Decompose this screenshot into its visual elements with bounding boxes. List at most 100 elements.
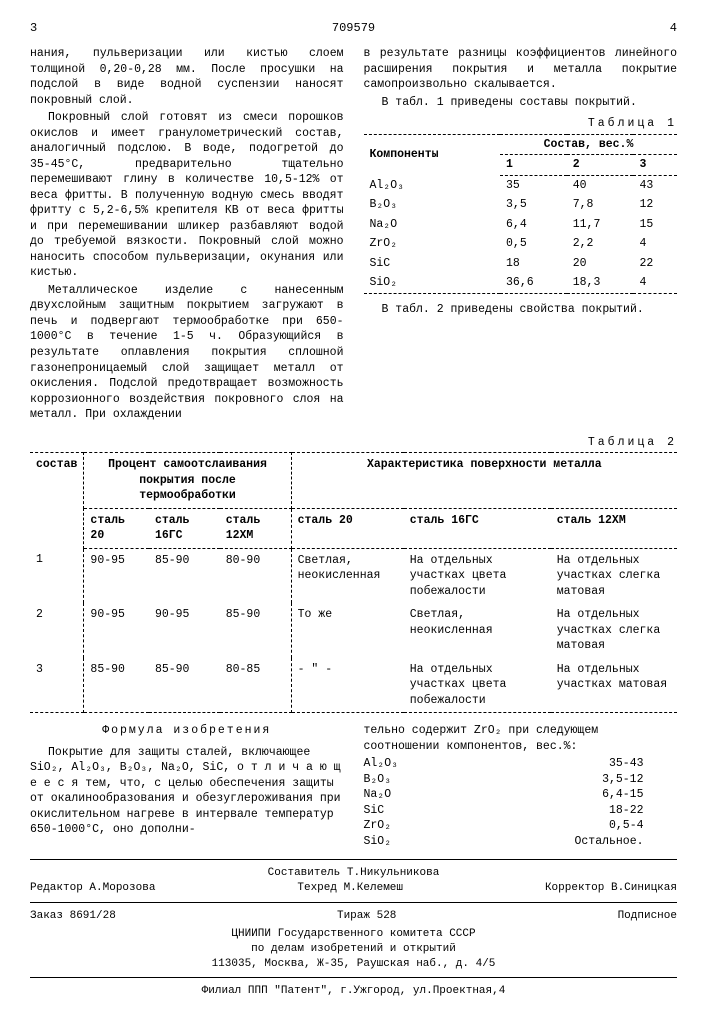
- comp-cell: SiO₂: [364, 273, 501, 293]
- val-cell: 90-95: [84, 603, 149, 658]
- val-cell: 2,2: [567, 234, 634, 254]
- formula-title: Формула изобретения: [30, 723, 344, 739]
- para-r1: в результате разницы коэффициентов линей…: [364, 46, 678, 93]
- val-cell: 85-90: [149, 658, 220, 713]
- formula-section: Формула изобретения Покрытие для защиты …: [30, 723, 677, 849]
- t1-subheader: Состав, вес.%: [500, 134, 677, 155]
- formula-text-left: Покрытие для защиты сталей, включающее S…: [30, 745, 344, 838]
- val-cell: 11,7: [567, 215, 634, 235]
- order: Заказ 8691/28: [30, 909, 116, 924]
- val-cell: 3,5: [500, 195, 567, 215]
- addr1: 113035, Москва, Ж-35, Раушская наб., д. …: [30, 957, 677, 972]
- val-cell: 90-95: [149, 603, 220, 658]
- tech: Техред М.Келемеш: [297, 881, 403, 896]
- comp-name: SiO₂: [364, 834, 392, 850]
- t1-col-2: 2: [567, 155, 634, 176]
- comp-cell: B₂O₃: [364, 195, 501, 215]
- tirazh: Тираж 528: [337, 909, 396, 924]
- val-cell: 90-95: [84, 548, 149, 603]
- table-row: SiC 18 20 22: [364, 254, 678, 274]
- component-row: SiC 18-22: [364, 803, 644, 819]
- component-list: Al₂O₃35-43B₂O₃3,5-12Na₂O6,4-15SiC18-22Zr…: [364, 756, 678, 849]
- val-cell: 7,8: [567, 195, 634, 215]
- val-cell: Светлая, неокисленная: [404, 603, 551, 658]
- val-cell: На отдельных участках цвета побежалости: [404, 658, 551, 713]
- val-cell: 36,6: [500, 273, 567, 293]
- val-cell: 6,4: [500, 215, 567, 235]
- row-num: 3: [30, 658, 84, 713]
- table-row: Al₂O₃ 35 40 43: [364, 175, 678, 195]
- val-cell: 80-90: [220, 548, 291, 603]
- t2-h3: Характеристика поверхности металла: [291, 453, 677, 509]
- comp-range: 18-22: [609, 803, 644, 819]
- editor: Редактор А.Морозова: [30, 881, 155, 896]
- comp-name: ZrO₂: [364, 818, 392, 834]
- comp-name: SiC: [364, 803, 385, 819]
- component-row: SiO₂ Остальное.: [364, 834, 644, 850]
- row-num: 1: [30, 548, 84, 603]
- comp-range: 35-43: [609, 756, 644, 772]
- comp-range: 3,5-12: [602, 772, 643, 788]
- table-row: 2 90-95 90-95 85-90 То же Светлая, неоки…: [30, 603, 677, 658]
- table-row: Na₂O 6,4 11,7 15: [364, 215, 678, 235]
- t2-sc3: сталь 20: [291, 508, 404, 548]
- val-cell: 4: [633, 234, 677, 254]
- comp-name: B₂O₃: [364, 772, 392, 788]
- val-cell: 15: [633, 215, 677, 235]
- doc-number: 709579: [332, 20, 375, 36]
- table-row: SiO₂ 36,6 18,3 4: [364, 273, 678, 293]
- comp-cell: SiC: [364, 254, 501, 274]
- t2-sc5: сталь 12ХМ: [551, 508, 677, 548]
- comp-name: Al₂O₃: [364, 756, 399, 772]
- component-row: ZrO₂ 0,5-4: [364, 818, 644, 834]
- body-columns: нания, пульверизации или кистью слоем то…: [30, 46, 677, 424]
- val-cell: 40: [567, 175, 634, 195]
- para-r2: В табл. 1 приведены составы покрытий.: [364, 95, 678, 111]
- t2-sc0: сталь 20: [84, 508, 149, 548]
- t1-col-3: 3: [633, 155, 677, 176]
- t2-sc4: сталь 16ГС: [404, 508, 551, 548]
- corrector: Корректор В.Синицкая: [545, 881, 677, 896]
- val-cell: 20: [567, 254, 634, 274]
- right-column: в результате разницы коэффициентов линей…: [364, 46, 678, 424]
- val-cell: 80-85: [220, 658, 291, 713]
- val-cell: На отдельных участках цвета побежалости: [404, 548, 551, 603]
- comp-name: Na₂O: [364, 787, 392, 803]
- page-right: 4: [670, 20, 677, 36]
- val-cell: 35: [500, 175, 567, 195]
- para-1: нания, пульверизации или кистью слоем то…: [30, 46, 344, 108]
- footer: Составитель Т.Никульникова Редактор А.Мо…: [30, 859, 677, 999]
- sign: Подписное: [618, 909, 677, 924]
- table-row: 3 85-90 85-90 80-85 - " - На отдельных у…: [30, 658, 677, 713]
- component-row: Al₂O₃ 35-43: [364, 756, 644, 772]
- t1-comp-header: Компоненты: [364, 134, 501, 175]
- para-r3: В табл. 2 приведены свойства покрытий.: [364, 302, 678, 318]
- val-cell: На отдельных участках матовая: [551, 658, 677, 713]
- val-cell: 85-90: [220, 603, 291, 658]
- t2-h1: состав: [30, 453, 84, 549]
- val-cell: - " -: [291, 658, 404, 713]
- para-2: Покровный слой готовят из смеси порошков…: [30, 110, 344, 281]
- table1-caption: Таблица 1: [364, 116, 678, 132]
- val-cell: На отдельных участках слегка матовая: [551, 603, 677, 658]
- comp-cell: Al₂O₃: [364, 175, 501, 195]
- val-cell: 12: [633, 195, 677, 215]
- addr2: Филиал ППП "Патент", г.Ужгород, ул.Проек…: [30, 984, 677, 999]
- left-column: нания, пульверизации или кистью слоем то…: [30, 46, 344, 424]
- val-cell: 85-90: [84, 658, 149, 713]
- table-row: 1 90-95 85-90 80-90 Светлая, неокисленна…: [30, 548, 677, 603]
- table-2: Таблица 2 состав Процент самоотслаивания…: [30, 435, 677, 714]
- org1: ЦНИИПИ Государственного комитета СССР: [30, 927, 677, 942]
- comp-range: 0,5-4: [609, 818, 644, 834]
- comp-range: 6,4-15: [602, 787, 643, 803]
- table-row: B₂O₃ 3,5 7,8 12: [364, 195, 678, 215]
- table-1: Таблица 1 Компоненты Состав, вес.% 1 2 3…: [364, 116, 678, 294]
- comp-range: Остальное.: [574, 834, 643, 850]
- comp-cell: Na₂O: [364, 215, 501, 235]
- val-cell: 18: [500, 254, 567, 274]
- compiler: Составитель Т.Никульникова: [30, 866, 677, 881]
- val-cell: То же: [291, 603, 404, 658]
- component-row: Na₂O 6,4-15: [364, 787, 644, 803]
- org2: по делам изобретений и открытий: [30, 942, 677, 957]
- page-left: 3: [30, 20, 37, 36]
